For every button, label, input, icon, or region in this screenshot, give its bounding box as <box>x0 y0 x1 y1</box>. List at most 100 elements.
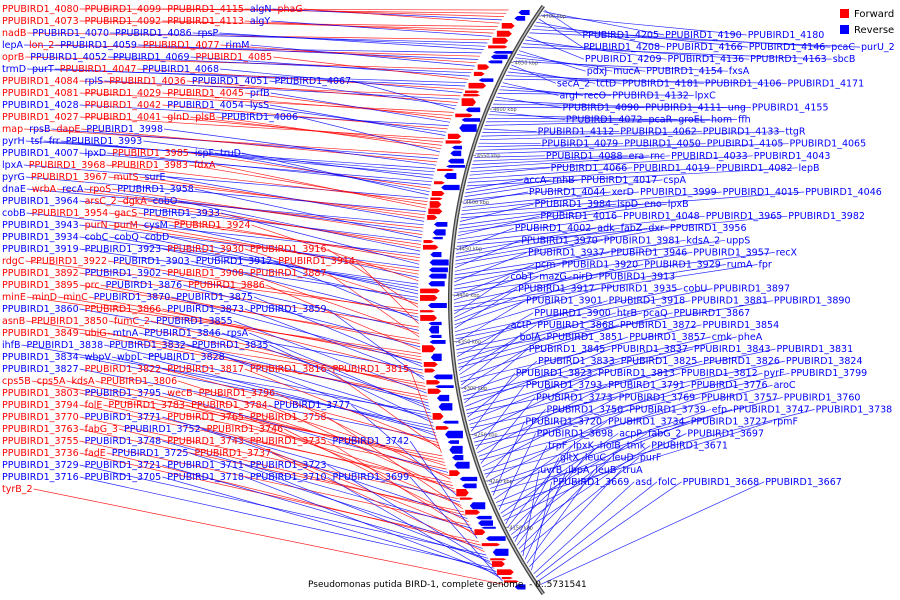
gene-label: PPUBIRD1_3957 <box>693 247 770 258</box>
gene-label: PPUBIRD1_3981 <box>604 235 681 246</box>
gene-label: PPUBIRD1_3723 <box>250 460 327 471</box>
leader-line <box>244 368 440 447</box>
forward-gene <box>488 45 508 49</box>
gene-label: PPUBIRD1_4106 <box>705 78 782 89</box>
leader-line <box>26 296 421 354</box>
gene-label: PPUBIRD1_3837 <box>611 344 688 355</box>
leader-line <box>265 284 421 351</box>
leader-line <box>253 296 423 368</box>
gene-label: truA <box>623 465 644 476</box>
gene-label: purN <box>85 220 108 231</box>
gene-label: PPUBIRD1_3725 <box>112 448 189 459</box>
gene-label: rimM <box>226 40 250 51</box>
leader-line <box>456 300 691 350</box>
leader-line <box>216 116 442 150</box>
reverse-gene <box>442 420 459 424</box>
leader-line <box>25 140 436 169</box>
gene-label: PPUBIRD1_3710 <box>250 472 327 483</box>
leader-line <box>497 93 694 96</box>
gene-label: PPUBIRD1_3917 <box>518 284 595 295</box>
gene-label: PPUBIRD1_3737 <box>195 448 272 459</box>
leader-line <box>460 191 805 219</box>
leader-line <box>79 308 423 371</box>
leader-line <box>270 104 446 136</box>
leader-line <box>479 131 785 141</box>
leader-line <box>464 179 580 197</box>
leader-line <box>465 348 693 411</box>
gene-label: PPUBIRD1_3933 <box>143 208 220 219</box>
gene-label: fabG_2 <box>648 429 681 440</box>
gene-label: nadB <box>2 28 26 39</box>
leader-line <box>531 481 553 571</box>
gene-label: PPUBIRD1_3671 <box>651 441 728 452</box>
gene-label: PPUBIRD1_3857 <box>629 332 706 343</box>
leader-line <box>466 167 798 187</box>
leader-line <box>471 155 671 169</box>
gene-label: PPUBIRD1_3922 <box>30 256 107 267</box>
gene-label: PPUBIRD1_3735 <box>250 436 327 447</box>
gene-label: PPUBIRD1_3834 <box>2 352 79 363</box>
gene-label: PPUBIRD1_4050 <box>624 139 701 150</box>
reverse-gene <box>490 54 508 60</box>
tick-label: 4700 kbp <box>542 14 566 20</box>
leader-line <box>514 457 560 542</box>
gene-label: PPUBIRD1_4163 <box>750 54 827 65</box>
gene-label: PPUBIRD1_3773 <box>536 392 613 403</box>
gene-label: PPUBIRD1_3835 <box>192 340 269 351</box>
gene-label: rumA <box>727 260 753 271</box>
leader-line <box>33 488 505 586</box>
leader-line <box>474 155 545 158</box>
leader-line <box>79 152 432 183</box>
leader-line <box>109 236 419 288</box>
gene-label: PPUBIRD1_3799 <box>791 368 868 379</box>
gene-label: PPUBIRD1_3822 <box>85 364 162 375</box>
leader-line <box>137 44 479 60</box>
gene-label: fabZ <box>621 223 643 234</box>
leader-line <box>192 32 486 47</box>
tick-label: 4500 kbp <box>466 200 490 206</box>
gene-label: PPUBIRD1_4072 <box>566 115 643 126</box>
gene-label: PPUBIRD1_4068 <box>142 64 219 75</box>
gene-label: PPUBIRD1_3758 <box>250 412 327 423</box>
gene-label: phaG <box>278 4 303 15</box>
leader-line <box>244 20 494 34</box>
leader-line <box>538 18 583 48</box>
leader-line <box>464 348 528 404</box>
leader-line <box>513 61 728 72</box>
gene-label: PPUBIRD1_3743 <box>167 436 244 447</box>
gene-label: PPUBIRD1_3815 <box>333 364 410 375</box>
gene-label: PPUBIRD1_3803 <box>2 388 79 399</box>
forward-gene <box>490 558 507 561</box>
leader-line <box>490 110 565 120</box>
leader-line <box>459 324 620 379</box>
gene-label: PPUBIRD1_3886 <box>188 280 265 291</box>
reverse-gene <box>438 403 453 411</box>
gene-label: PPUBIRD1_3716 <box>2 472 79 483</box>
gene-label: PPUBIRD1_4036 <box>109 76 186 87</box>
forward-gene <box>428 208 443 215</box>
leader-line <box>109 212 420 259</box>
gene-label: PPUBIRD1_4027 <box>2 112 79 123</box>
gene-label: PPUBIRD1_4090 <box>563 103 640 114</box>
leader-line <box>24 128 440 156</box>
leader-line <box>270 92 451 123</box>
forward-gene <box>463 94 481 97</box>
leader-line <box>544 9 582 36</box>
gene-label: trmD <box>2 64 26 75</box>
leader-line <box>458 215 540 237</box>
forward-gene <box>447 133 462 140</box>
tick-label: 4550 kbp <box>477 154 501 160</box>
leader-line <box>166 176 425 222</box>
leader-line <box>454 288 600 333</box>
gene-label: PPUBIRD1_4112 <box>538 127 615 138</box>
leader-line <box>461 336 546 389</box>
gene-label: PPUBIRD1_3721 <box>85 460 162 471</box>
leader-line <box>244 464 491 562</box>
leader-line <box>516 457 585 546</box>
leader-line <box>531 28 831 48</box>
gene-label: PPUBIRD1_3791 <box>608 380 685 391</box>
leader-line <box>475 372 790 447</box>
leader-line <box>520 457 640 553</box>
leader-line <box>453 264 535 297</box>
leader-line <box>298 116 440 153</box>
